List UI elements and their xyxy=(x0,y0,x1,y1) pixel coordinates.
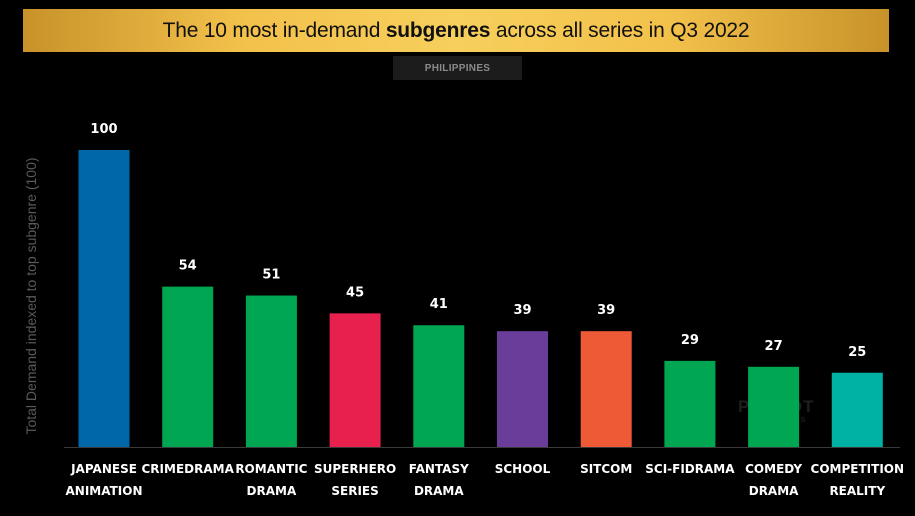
category-label-9-0: COMPETITION xyxy=(811,462,905,476)
category-label-8-1: DRAMA xyxy=(749,484,799,498)
category-label-2-0: ROMANTIC xyxy=(235,462,307,476)
chart-title-bold: subgenres xyxy=(385,18,491,42)
bar-9 xyxy=(831,372,883,447)
category-label-4-0: FANTASY xyxy=(409,462,469,476)
bar-0 xyxy=(78,150,130,447)
chart-title-suffix: across all series in Q3 2022 xyxy=(490,18,750,42)
category-label-5-0: SCHOOL xyxy=(495,462,551,476)
bar-2 xyxy=(245,295,297,447)
value-label-7: 29 xyxy=(681,333,699,348)
category-label-1-0: CRIMEDRAMA xyxy=(142,462,235,476)
chart-subtitle-text: PHILIPPINES xyxy=(424,62,491,74)
value-label-2: 51 xyxy=(262,268,280,283)
bar-5 xyxy=(497,331,548,447)
value-label-1: 54 xyxy=(179,259,197,274)
bar-7 xyxy=(664,360,716,447)
bar-1 xyxy=(162,286,214,447)
bar-3 xyxy=(329,313,381,447)
category-label-3-0: SUPERHERO xyxy=(314,462,396,476)
category-label-7-0: SCI-FIDRAMA xyxy=(645,462,735,476)
category-label-0-1: ANIMATION xyxy=(66,484,143,498)
value-label-3: 45 xyxy=(346,285,364,300)
category-label-0-0: JAPANESE xyxy=(70,462,137,476)
chart-title-prefix: The 10 most in-demand xyxy=(162,18,386,42)
value-label-6: 39 xyxy=(597,303,615,318)
chart-title: The 10 most in-demand subgenres across a… xyxy=(23,9,889,52)
category-label-9-1: REALITY xyxy=(829,484,885,498)
category-label-3-1: SERIES xyxy=(331,484,378,498)
category-label-6-0: SITCOM xyxy=(580,462,632,476)
value-label-0: 100 xyxy=(90,122,117,137)
bar-6 xyxy=(580,331,632,447)
value-label-9: 25 xyxy=(848,345,866,360)
chart-subtitle: PHILIPPINES xyxy=(393,56,522,80)
value-label-8: 27 xyxy=(765,339,783,354)
bar-8 xyxy=(748,366,800,447)
category-label-4-1: DRAMA xyxy=(414,484,464,498)
category-label-8-0: COMEDY xyxy=(745,462,802,476)
category-label-2-1: DRAMA xyxy=(247,484,297,498)
value-label-5: 39 xyxy=(513,303,531,318)
value-label-4: 41 xyxy=(430,297,448,312)
bar-4 xyxy=(413,325,465,447)
